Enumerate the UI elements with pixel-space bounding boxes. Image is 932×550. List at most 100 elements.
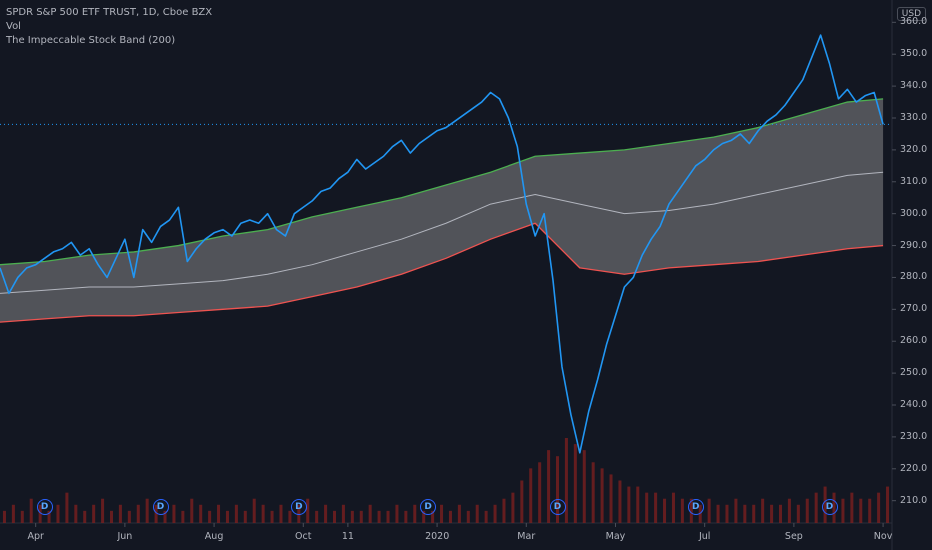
volume-bar [127, 510, 131, 523]
volume-bar [288, 510, 292, 523]
volume-bar [627, 486, 631, 523]
volume-bar [841, 498, 845, 523]
volume-bar [787, 498, 791, 523]
volume-bar [56, 504, 60, 523]
volume-bar [377, 510, 381, 523]
volume-bar [47, 510, 51, 523]
volume-bar [645, 492, 649, 523]
volume-bar [511, 492, 515, 523]
volume-bar [582, 450, 586, 523]
price-line [0, 34, 884, 454]
symbol-title[interactable]: SPDR S&P 500 ETF TRUST, 1D, Cboe BZX [6, 7, 213, 18]
y-tick-label: 260.0 [900, 335, 928, 347]
y-tick-label: 340.0 [900, 80, 928, 92]
currency-button[interactable]: USD [896, 7, 926, 21]
volume-bar [413, 504, 417, 523]
volume-bar [359, 510, 363, 523]
volume-bar [770, 504, 774, 523]
volume-bar [431, 510, 435, 523]
volume-bar [877, 492, 881, 523]
y-tick-label: 290.0 [900, 239, 928, 251]
volume-bar [538, 462, 542, 523]
x-tick-label: Aug [204, 531, 224, 542]
volume-bar [208, 510, 212, 523]
volume-bar [2, 510, 6, 523]
volume-bar [163, 510, 167, 523]
volume-bar [368, 504, 372, 523]
dividend-marker[interactable]: D [36, 499, 53, 515]
volume-bar [20, 510, 24, 523]
volume-bar [484, 510, 488, 523]
volume-bar [306, 498, 310, 523]
band-midline [0, 171, 884, 294]
volume-bar [279, 504, 283, 523]
volume-bar [350, 510, 354, 523]
volume-bar [457, 504, 461, 523]
dividend-marker[interactable]: D [549, 499, 566, 515]
volume-bar [83, 510, 87, 523]
volume-bar [725, 504, 729, 523]
x-tick-label: Jun [117, 531, 133, 542]
volume-bar [270, 510, 274, 523]
volume-bar [752, 504, 756, 523]
y-tick-label: 310.0 [900, 175, 928, 187]
band-lower-line [0, 222, 884, 323]
volume-bar [243, 510, 247, 523]
volume-bar [110, 510, 113, 523]
x-tick-label: Sep [784, 531, 803, 542]
volume-bar [422, 510, 426, 523]
chart-legend: SPDR S&P 500 ETF TRUST, 1D, Cboe BZX Vol… [6, 6, 212, 48]
volume-bar [556, 456, 559, 523]
dividend-marker[interactable]: D [290, 499, 307, 515]
volume-bar [475, 504, 479, 523]
volume-bar [734, 498, 738, 523]
volume-bar [493, 504, 497, 523]
volume-bar [181, 510, 185, 523]
y-tick-label: 320.0 [900, 143, 928, 155]
volume-bar [448, 510, 452, 523]
volume-bar [654, 492, 658, 523]
volume-bar [324, 504, 328, 523]
volume-bar [315, 510, 319, 523]
volume-bar [886, 486, 890, 523]
volume-bar [805, 498, 809, 523]
volume-bar [261, 504, 265, 523]
x-tick-label: Apr [27, 531, 44, 542]
volume-legend[interactable]: Vol [6, 21, 21, 32]
volume-bar [609, 474, 613, 523]
volume-bar [404, 510, 408, 523]
volume-bar [547, 450, 551, 523]
volume-bar [440, 504, 444, 523]
volume-bar [65, 492, 69, 523]
volume-bar [859, 498, 863, 523]
volume-bar [217, 504, 221, 523]
volume-bar [333, 510, 336, 523]
volume-bar [680, 498, 684, 523]
y-tick-label: 230.0 [900, 430, 928, 442]
volume-bar [74, 504, 78, 523]
x-tick-label: Jul [698, 531, 711, 542]
volume-bar [573, 444, 577, 523]
x-tick-label: Nov [873, 531, 893, 542]
y-tick-label: 350.0 [900, 48, 928, 60]
volume-bar [190, 498, 194, 523]
dividend-marker[interactable]: D [152, 499, 169, 515]
y-tick-label: 250.0 [900, 367, 928, 379]
volume-bar [199, 504, 203, 523]
volume-bar [743, 504, 747, 523]
volume-bar [502, 498, 506, 523]
volume-bar [386, 510, 390, 523]
volume-bar [600, 468, 604, 523]
dividend-marker[interactable]: D [687, 499, 704, 515]
y-tick-label: 360.0 [900, 16, 928, 28]
y-tick-label: 300.0 [900, 207, 928, 219]
volume-bar [707, 498, 711, 523]
volume-bar [520, 480, 524, 523]
dividend-marker[interactable]: D [821, 499, 838, 515]
volume-bar [136, 504, 140, 523]
dividend-marker[interactable]: D [420, 499, 437, 515]
y-tick-label: 330.0 [900, 111, 928, 123]
indicator-legend[interactable]: The Impeccable Stock Band (200) [6, 35, 176, 46]
y-tick-label: 220.0 [900, 462, 928, 474]
